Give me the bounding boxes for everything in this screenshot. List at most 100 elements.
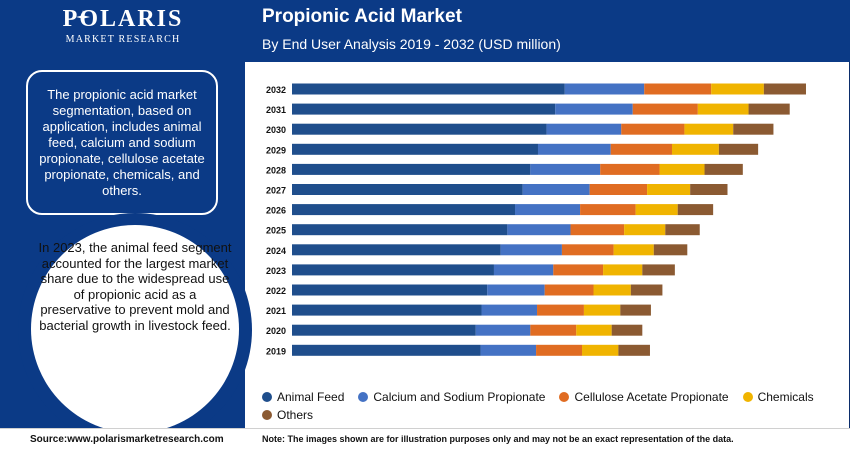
bar-2028-series-3 bbox=[659, 163, 705, 175]
category-label-2029: 2029 bbox=[266, 145, 286, 155]
bar-2026-series-0 bbox=[292, 204, 516, 216]
bar-2023-series-1 bbox=[493, 264, 554, 276]
bar-2030-series-1 bbox=[546, 123, 622, 135]
legend-label: Others bbox=[277, 408, 314, 422]
bar-2026-series-3 bbox=[635, 204, 678, 216]
bar-2024-series-4 bbox=[653, 244, 688, 256]
bar-2029-series-4 bbox=[718, 143, 759, 155]
bar-2022-series-1 bbox=[487, 284, 545, 296]
bar-2028-series-0 bbox=[292, 163, 531, 175]
brand-tagline: MARKET RESEARCH bbox=[65, 34, 181, 45]
bar-2030-series-3 bbox=[684, 123, 734, 135]
category-label-2024: 2024 bbox=[266, 246, 286, 256]
highlight-text: In 2023, the animal feed segment account… bbox=[38, 240, 232, 333]
brand-logo: POLARIS MARKET RESEARCH bbox=[58, 6, 188, 45]
legend-label: Animal Feed bbox=[277, 390, 345, 404]
bar-2028-series-1 bbox=[530, 163, 601, 175]
bar-2021-series-4 bbox=[620, 304, 651, 316]
star-icon bbox=[76, 10, 90, 24]
legend-label: Cellulose Acetate Propionate bbox=[574, 390, 729, 404]
bar-2019-series-0 bbox=[292, 344, 481, 356]
bar-2029-series-0 bbox=[292, 143, 538, 155]
legend-item-3: Chemicals bbox=[742, 390, 814, 404]
bar-2026-series-4 bbox=[677, 204, 714, 216]
legend-item-2: Cellulose Acetate Propionate bbox=[559, 390, 729, 404]
bar-2022-series-4 bbox=[630, 284, 663, 296]
bar-2020-series-1 bbox=[475, 324, 531, 336]
chart-legend: Animal Feed Calcium and Sodium Propionate… bbox=[262, 390, 842, 426]
bar-2031-series-3 bbox=[697, 103, 749, 115]
bar-2022-series-3 bbox=[593, 284, 631, 296]
category-label-2025: 2025 bbox=[266, 226, 286, 236]
legend-item-0: Animal Feed bbox=[262, 390, 344, 404]
bar-2025-series-0 bbox=[292, 224, 508, 236]
bar-2027-series-2 bbox=[589, 184, 648, 195]
bar-2027-series-4 bbox=[690, 184, 728, 195]
category-label-2019: 2019 bbox=[266, 346, 286, 356]
legend-dot-icon bbox=[262, 392, 272, 402]
bar-2032-series-2 bbox=[644, 83, 712, 95]
bar-2021-series-0 bbox=[292, 304, 482, 316]
bar-2025-series-3 bbox=[624, 224, 666, 236]
category-label-2030: 2030 bbox=[266, 125, 286, 135]
bar-2031-series-0 bbox=[292, 103, 556, 115]
bar-2029-series-2 bbox=[610, 143, 672, 155]
bar-2024-series-3 bbox=[613, 244, 654, 256]
bar-2023-series-3 bbox=[603, 264, 643, 276]
bar-2027-series-3 bbox=[647, 184, 691, 195]
bar-2020-series-2 bbox=[530, 324, 577, 336]
bar-2019-series-4 bbox=[618, 344, 650, 356]
category-label-2026: 2026 bbox=[266, 206, 286, 216]
legend-dot-icon bbox=[559, 392, 570, 402]
source-text: Source:www.polarismarketresearch.com bbox=[30, 434, 224, 445]
disclaimer-note: Note: The images shown are for illustrat… bbox=[262, 434, 734, 444]
bar-2022-series-2 bbox=[544, 284, 594, 296]
legend-label: Calcium and Sodium Propionate bbox=[373, 390, 546, 404]
legend-label: Chemicals bbox=[757, 390, 814, 404]
bar-2032-series-1 bbox=[564, 83, 645, 95]
category-label-2022: 2022 bbox=[266, 286, 286, 296]
legend-dot-icon bbox=[358, 392, 369, 402]
stacked-bar-chart: 2032 2031 2030 2029 2028 2027 2026 2025 2024 2023… bbox=[266, 83, 806, 356]
bar-2025-series-1 bbox=[507, 224, 571, 236]
bar-2030-series-4 bbox=[733, 123, 774, 135]
category-label-2021: 2021 bbox=[266, 306, 286, 316]
bar-2026-series-1 bbox=[515, 204, 581, 216]
bar-2023-series-4 bbox=[642, 264, 675, 276]
bar-2021-series-3 bbox=[583, 304, 621, 316]
bar-2027-series-1 bbox=[522, 184, 590, 195]
bar-2020-series-3 bbox=[576, 324, 612, 336]
category-label-2032: 2032 bbox=[266, 85, 286, 95]
highlight-circle-inner bbox=[31, 225, 239, 433]
bar-2021-series-2 bbox=[537, 304, 584, 316]
bar-2032-series-4 bbox=[763, 83, 806, 95]
footer-bar: Source:www.polarismarketresearch.com Not… bbox=[0, 428, 850, 451]
bar-2024-series-2 bbox=[561, 244, 614, 256]
page-title: Propionic Acid Market bbox=[262, 6, 462, 27]
bar-2024-series-1 bbox=[500, 244, 562, 256]
segmentation-summary: The propionic acid market segmentation, … bbox=[26, 70, 218, 215]
category-label-2023: 2023 bbox=[266, 266, 286, 276]
bar-2021-series-1 bbox=[481, 304, 538, 316]
bar-2019-series-2 bbox=[536, 344, 583, 356]
bar-2031-series-1 bbox=[555, 103, 633, 115]
bar-2023-series-0 bbox=[292, 264, 494, 276]
bar-2029-series-3 bbox=[671, 143, 719, 155]
bar-2019-series-1 bbox=[480, 344, 537, 356]
bar-2020-series-4 bbox=[611, 324, 643, 336]
bar-2025-series-4 bbox=[665, 224, 700, 236]
bar-2024-series-0 bbox=[292, 244, 501, 256]
bar-2030-series-2 bbox=[621, 123, 685, 135]
bar-2028-series-4 bbox=[704, 163, 743, 175]
bar-2031-series-2 bbox=[632, 103, 698, 115]
legend-dot-icon bbox=[262, 410, 272, 420]
bar-2022-series-0 bbox=[292, 284, 488, 296]
bar-2032-series-3 bbox=[711, 83, 764, 95]
category-label-2020: 2020 bbox=[266, 326, 286, 336]
bar-2029-series-1 bbox=[537, 143, 611, 155]
page-subtitle: By End User Analysis 2019 - 2032 (USD mi… bbox=[262, 36, 561, 52]
bar-2027-series-0 bbox=[292, 184, 523, 195]
category-label-2031: 2031 bbox=[266, 105, 286, 115]
category-label-2027: 2027 bbox=[266, 186, 286, 196]
legend-item-4: Others bbox=[262, 408, 313, 422]
